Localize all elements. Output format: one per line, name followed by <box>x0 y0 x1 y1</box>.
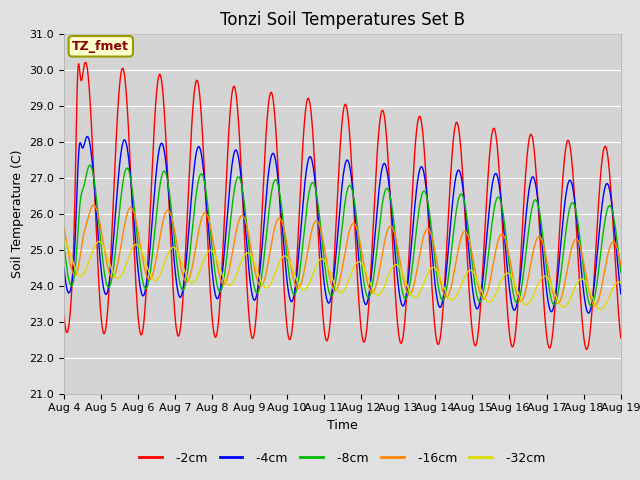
X-axis label: Time: Time <box>327 419 358 432</box>
Y-axis label: Soil Temperature (C): Soil Temperature (C) <box>11 149 24 278</box>
Text: TZ_fmet: TZ_fmet <box>72 40 129 53</box>
Legend:  -2cm,  -4cm,  -8cm,  -16cm,  -32cm: -2cm, -4cm, -8cm, -16cm, -32cm <box>134 447 550 469</box>
Title: Tonzi Soil Temperatures Set B: Tonzi Soil Temperatures Set B <box>220 11 465 29</box>
